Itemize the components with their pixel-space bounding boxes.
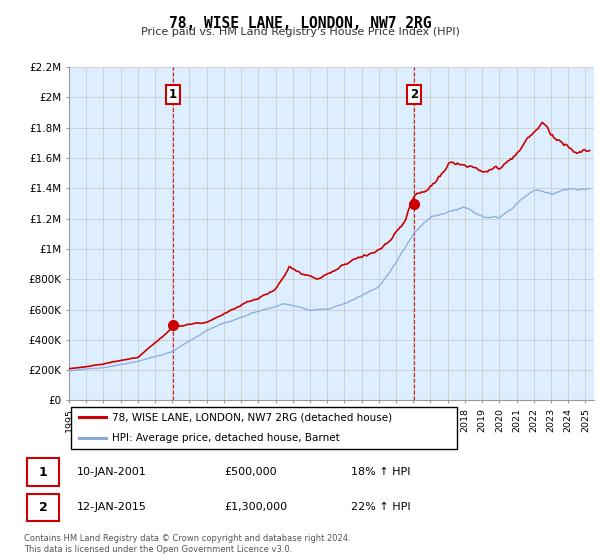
FancyBboxPatch shape <box>71 407 457 449</box>
Text: £500,000: £500,000 <box>224 467 277 477</box>
FancyBboxPatch shape <box>26 459 59 486</box>
Text: 10-JAN-2001: 10-JAN-2001 <box>77 467 146 477</box>
Text: Price paid vs. HM Land Registry's House Price Index (HPI): Price paid vs. HM Land Registry's House … <box>140 27 460 37</box>
Text: 18% ↑ HPI: 18% ↑ HPI <box>352 467 411 477</box>
Text: This data is licensed under the Open Government Licence v3.0.: This data is licensed under the Open Gov… <box>24 545 292 554</box>
Text: 78, WISE LANE, LONDON, NW7 2RG: 78, WISE LANE, LONDON, NW7 2RG <box>169 16 431 31</box>
Text: 2: 2 <box>38 501 47 514</box>
Text: 1: 1 <box>169 88 177 101</box>
Text: 22% ↑ HPI: 22% ↑ HPI <box>352 502 411 512</box>
Text: £1,300,000: £1,300,000 <box>224 502 288 512</box>
FancyBboxPatch shape <box>26 494 59 521</box>
Text: 12-JAN-2015: 12-JAN-2015 <box>77 502 146 512</box>
Text: Contains HM Land Registry data © Crown copyright and database right 2024.: Contains HM Land Registry data © Crown c… <box>24 534 350 543</box>
Text: 1: 1 <box>38 465 47 479</box>
Text: 2: 2 <box>410 88 418 101</box>
Text: HPI: Average price, detached house, Barnet: HPI: Average price, detached house, Barn… <box>112 433 340 444</box>
Text: 78, WISE LANE, LONDON, NW7 2RG (detached house): 78, WISE LANE, LONDON, NW7 2RG (detached… <box>112 412 392 422</box>
